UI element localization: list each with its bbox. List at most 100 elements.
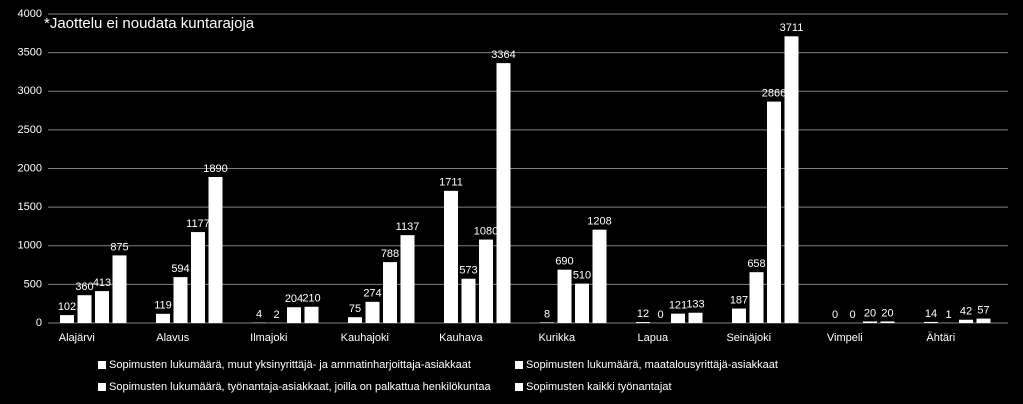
bar	[461, 278, 476, 323]
bar	[479, 239, 493, 323]
data-label: 1080	[474, 225, 498, 237]
data-label: 1	[945, 309, 951, 321]
bar	[688, 312, 703, 323]
bar	[540, 322, 554, 323]
y-tick-label: 0	[36, 317, 42, 329]
bar	[863, 321, 877, 323]
bar	[400, 235, 415, 323]
bar	[784, 36, 799, 323]
bar	[112, 255, 127, 323]
legend-marker	[98, 361, 106, 369]
x-tick-label: Kauhava	[439, 332, 483, 344]
bar	[208, 176, 223, 323]
bar	[557, 269, 572, 323]
bar	[95, 291, 109, 323]
bar	[191, 232, 205, 323]
bar	[671, 313, 685, 323]
data-label: 133	[686, 299, 704, 311]
data-label: 102	[58, 301, 76, 313]
bar	[60, 315, 74, 323]
legend-marker	[98, 383, 106, 391]
data-label: 14	[925, 308, 937, 320]
y-tick-label: 3000	[18, 85, 42, 97]
data-label: 20	[864, 307, 876, 319]
data-label: 42	[960, 306, 972, 318]
data-label: 0	[849, 309, 855, 321]
y-tick-label: 1500	[18, 201, 42, 213]
data-label: 274	[363, 288, 381, 300]
data-label: 2866	[762, 88, 786, 100]
bar	[976, 318, 991, 323]
data-label: 0	[832, 309, 838, 321]
bar	[348, 317, 362, 323]
legend-label: Sopimusten lukumäärä, maatalousyrittäjä-…	[526, 359, 778, 371]
bar	[496, 63, 511, 323]
data-label: 1137	[396, 221, 420, 233]
y-tick-label: 4000	[18, 8, 42, 20]
legend-marker	[515, 361, 523, 369]
legend-label: Sopimusten kaikki työnantajat	[526, 381, 672, 393]
bar	[924, 321, 938, 323]
y-tick-label: 2500	[18, 124, 42, 136]
bar	[732, 308, 746, 323]
data-label: 413	[93, 277, 111, 289]
data-label: 121	[669, 300, 687, 312]
data-label: 2	[273, 309, 279, 321]
data-label: 20	[881, 307, 893, 319]
data-label: 3711	[780, 22, 804, 34]
bar	[880, 321, 895, 323]
bar	[959, 319, 973, 323]
x-tick-label: Ähtäri	[926, 332, 955, 344]
bar	[592, 229, 607, 323]
bar	[156, 313, 170, 323]
bar	[575, 283, 589, 323]
bar	[383, 262, 397, 323]
data-label: 360	[75, 281, 93, 293]
x-tick-label: Kauhajoki	[341, 332, 389, 344]
data-label: 119	[154, 300, 172, 312]
bar	[304, 306, 319, 323]
data-label: 187	[730, 294, 748, 306]
bar	[444, 190, 458, 323]
bar	[767, 101, 781, 323]
data-label: 690	[555, 256, 573, 268]
data-label: 12	[637, 308, 649, 320]
bar	[749, 272, 764, 323]
x-tick-label: Kurikka	[538, 332, 576, 344]
data-label: 788	[381, 248, 399, 260]
x-tick-label: Seinäjoki	[726, 332, 771, 344]
data-label: 57	[977, 305, 989, 317]
data-label: 204	[285, 293, 303, 305]
y-tick-label: 500	[24, 278, 42, 290]
data-label: 1711	[439, 177, 463, 189]
bar	[287, 307, 301, 323]
x-tick-label: Ilmajoki	[250, 332, 287, 344]
x-tick-label: Alajärvi	[59, 332, 95, 344]
x-tick-label: Alavus	[156, 332, 190, 344]
x-tick-label: Vimpeli	[827, 332, 863, 344]
y-tick-label: 1000	[18, 240, 42, 252]
data-label: 4	[256, 309, 262, 321]
data-label: 8	[544, 308, 550, 320]
bar	[365, 301, 380, 323]
legend-label: Sopimusten lukumäärä, muut yksinyrittäjä…	[109, 359, 471, 371]
legend-label: Sopimusten lukumäärä, työnantaja-asiakka…	[109, 381, 491, 393]
data-label: 75	[349, 303, 361, 315]
bar	[636, 322, 650, 323]
annotation: *Jaottelu ei noudata kuntarajoja	[44, 15, 255, 32]
data-label: 1890	[203, 163, 227, 175]
data-label: 1208	[587, 216, 611, 228]
data-label: 594	[171, 263, 189, 275]
data-label: 3364	[491, 49, 515, 61]
legend-marker	[515, 383, 523, 391]
y-tick-label: 3500	[18, 47, 42, 59]
data-label: 875	[110, 241, 128, 253]
x-tick-label: Lapua	[638, 332, 669, 344]
data-label: 573	[459, 265, 477, 277]
bar	[77, 295, 92, 323]
data-label: 658	[747, 258, 765, 270]
data-label: 1177	[186, 218, 210, 230]
data-label: 510	[573, 270, 591, 282]
